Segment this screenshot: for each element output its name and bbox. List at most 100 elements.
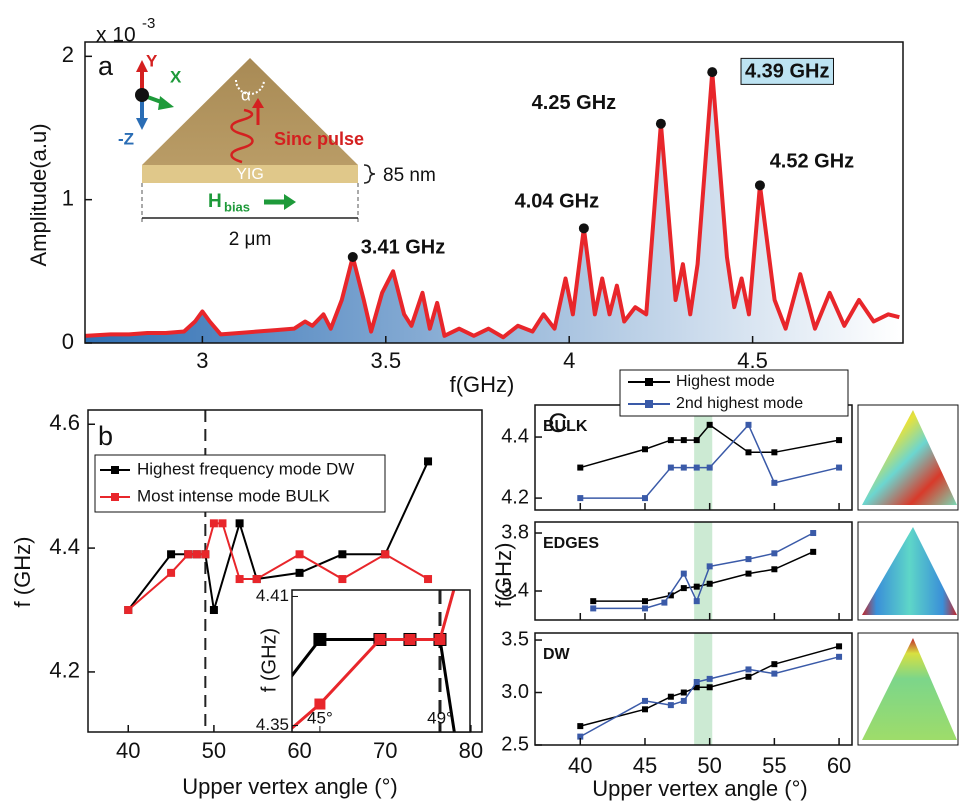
- peak-marker: [707, 67, 718, 78]
- marker: [295, 568, 304, 577]
- marker: [706, 563, 713, 570]
- x-tick-label: 80: [459, 738, 483, 763]
- x-tick-label: 3.5: [370, 348, 401, 373]
- origin: [135, 88, 149, 102]
- marker: [693, 464, 700, 471]
- marker: [434, 633, 446, 645]
- marker: [218, 519, 227, 528]
- subplot-label: BULK: [543, 418, 588, 435]
- peak-marker: [347, 252, 358, 262]
- x-axis-label: Upper vertex angle (°): [182, 774, 397, 799]
- marker: [693, 598, 700, 605]
- field-arrow-head: [284, 194, 296, 210]
- legend-box: [94, 454, 386, 513]
- x-tick-label: 50: [202, 738, 226, 763]
- snapshot: [862, 527, 957, 615]
- marker: [661, 599, 668, 606]
- marker: [577, 495, 584, 502]
- marker: [555, 720, 566, 731]
- highlight-band: [694, 405, 713, 510]
- axis-x-label: X: [170, 67, 182, 86]
- snapshot: [862, 410, 957, 505]
- marker: [745, 449, 752, 456]
- marker: [771, 479, 778, 486]
- y-tick-label: 1: [62, 185, 74, 210]
- y-tick-label: 3.5: [501, 628, 529, 650]
- marker: [764, 698, 777, 711]
- panel-c: 4.2 4.4 BULK 3.4 3.8 EDGES 40 45 50 55 60 2.5 3.0 3.5…: [491, 369, 959, 801]
- marker: [680, 585, 687, 592]
- marker: [615, 720, 626, 731]
- y-axis-head: [136, 60, 148, 72]
- y-axis-label: f(GHz): [491, 543, 516, 608]
- thickness-label: 85 nm: [383, 165, 436, 186]
- x-tick-label: 60: [287, 738, 311, 763]
- marker: [338, 575, 347, 584]
- axes-frame: [534, 521, 853, 621]
- y-tick-label: 4.6: [49, 410, 80, 435]
- layer-label: YIG: [236, 166, 264, 183]
- legend-marker: [111, 493, 119, 501]
- marker: [667, 702, 674, 709]
- marker: [745, 673, 752, 680]
- peak-marker: [754, 180, 765, 191]
- x-tick-label: 3: [196, 348, 208, 373]
- marker: [252, 575, 261, 584]
- multiplier-exponent: -3: [142, 15, 155, 32]
- panel-b: 40 50 60 70 80 4.2 4.4 4.6 Upper vertex angle (°…: [10, 409, 777, 799]
- marker: [295, 550, 304, 559]
- marker: [167, 568, 176, 577]
- axis-z-label: -Z: [118, 129, 134, 148]
- axes-frame: [84, 41, 904, 344]
- x-tick-label: 49°: [427, 708, 453, 727]
- marker: [745, 570, 752, 577]
- y-tick-label: 2.5: [501, 733, 529, 755]
- marker: [706, 580, 713, 587]
- axes-frame: [87, 409, 483, 733]
- marker: [590, 598, 597, 605]
- marker: [314, 698, 326, 710]
- angle-arc: [235, 79, 265, 95]
- marker: [771, 449, 778, 456]
- marker: [235, 575, 244, 584]
- marker: [209, 606, 218, 615]
- series-line: [292, 637, 456, 732]
- legend-marker: [645, 400, 653, 408]
- peak-label: 4.04 GHz: [515, 191, 599, 213]
- marker: [590, 605, 597, 612]
- peak-marker: [578, 223, 589, 234]
- marker: [706, 464, 713, 471]
- pulse-arrow-head: [252, 98, 264, 108]
- marker: [706, 421, 713, 428]
- marker: [641, 605, 648, 612]
- peak-marker: [655, 118, 666, 129]
- marker: [381, 550, 390, 559]
- x-axis-label: Upper vertex angle (°): [592, 776, 807, 801]
- marker: [577, 464, 584, 471]
- marker: [771, 670, 778, 677]
- marker: [765, 634, 776, 645]
- y-tick-label: 3.8: [501, 521, 529, 543]
- legend-label: Highest frequency mode DW: [137, 459, 354, 478]
- y-tick-label: 4.2: [501, 486, 529, 508]
- y-tick-label: 2: [62, 42, 74, 67]
- axes-frame: [291, 589, 471, 733]
- peak-label: 4.25 GHz: [532, 92, 616, 114]
- marker: [641, 495, 648, 502]
- multiplier: x 10: [96, 24, 136, 47]
- marker: [404, 633, 416, 645]
- panel-label: b: [98, 421, 113, 451]
- snapshot: [862, 638, 957, 740]
- marker: [641, 697, 648, 704]
- marker: [184, 550, 193, 559]
- inset-y-label: f (GHz): [258, 628, 280, 692]
- y-tick-label: 4.41: [256, 586, 289, 605]
- peak-label: 4.39 GHz: [745, 60, 829, 82]
- marker: [465, 526, 476, 537]
- geometry-inset: YIG α Sinc pulse 85 nm H bias 2 μm Y X -…: [118, 51, 436, 250]
- x-tick-label: 45: [633, 753, 657, 778]
- marker: [680, 697, 687, 704]
- marker: [680, 570, 687, 577]
- marker: [338, 550, 347, 559]
- y-tick-label: 3.4: [501, 579, 529, 601]
